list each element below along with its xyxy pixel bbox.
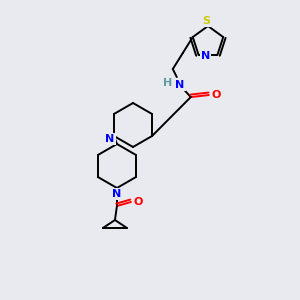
Text: N: N — [175, 80, 184, 90]
Text: N: N — [201, 51, 210, 61]
Text: O: O — [133, 197, 142, 207]
Text: N: N — [105, 134, 115, 144]
Text: O: O — [211, 90, 220, 100]
Text: H: H — [163, 78, 172, 88]
Text: N: N — [112, 189, 122, 199]
Text: S: S — [202, 16, 210, 26]
